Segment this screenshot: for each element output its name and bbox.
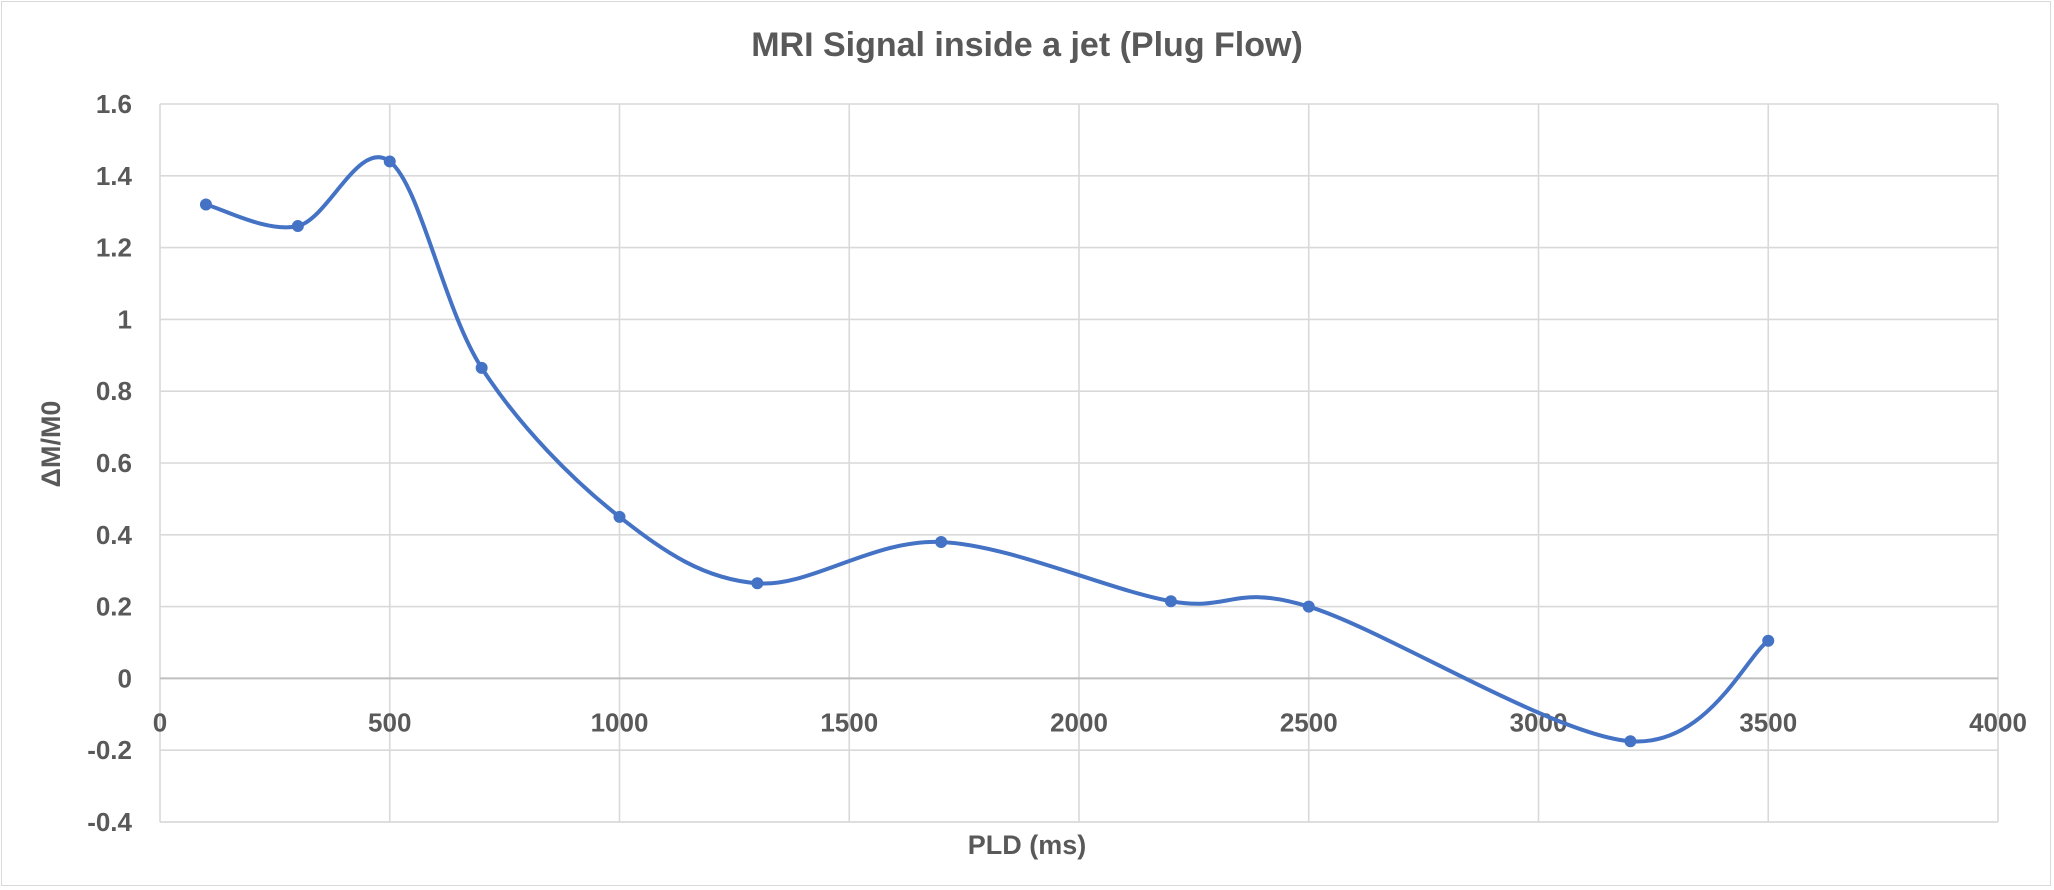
y-axis-title: ΔM/M0 <box>36 401 66 488</box>
series-line <box>203 155 1771 744</box>
y-tick-label: 1.6 <box>96 89 132 119</box>
data-point <box>199 198 212 211</box>
series <box>199 155 1775 748</box>
data-point <box>1762 634 1775 647</box>
data-point <box>1624 735 1637 748</box>
x-tick-label: 500 <box>368 707 411 737</box>
y-tick-label: -0.2 <box>87 735 132 765</box>
data-point <box>751 577 764 590</box>
data-point <box>613 510 626 523</box>
x-tick-label: 1500 <box>820 707 878 737</box>
y-tick-label: 0 <box>118 663 132 693</box>
data-point <box>1164 595 1177 608</box>
y-tick-label: 0.6 <box>96 448 132 478</box>
y-tick-label: 0.4 <box>96 520 133 550</box>
y-tick-label: 1 <box>118 304 132 334</box>
chart-title: MRI Signal inside a jet (Plug Flow) <box>751 26 1303 64</box>
gridlines <box>159 103 1999 823</box>
x-axis-ticks: 0 500 1000 1500 2000 2500 3000 3500 4000 <box>153 707 2027 737</box>
y-tick-label: 0.2 <box>96 592 132 622</box>
y-tick-label: 1.4 <box>96 161 133 191</box>
data-point <box>291 220 304 233</box>
y-tick-label: 1.2 <box>96 233 132 263</box>
y-axis-ticks: 1.6 1.4 1.2 1 0.8 0.6 0.4 0.2 0 -0.2 -0.4 <box>87 89 132 837</box>
data-point <box>475 361 488 374</box>
data-point <box>1302 600 1315 613</box>
x-axis-title: PLD (ms) <box>968 830 1087 860</box>
y-tick-label: 0.8 <box>96 376 132 406</box>
x-tick-label: 3500 <box>1739 707 1797 737</box>
data-point <box>383 155 396 168</box>
x-tick-label: 4000 <box>1969 707 2027 737</box>
x-tick-label: 1000 <box>591 707 649 737</box>
x-tick-label: 2000 <box>1050 707 1108 737</box>
x-tick-label: 2500 <box>1280 707 1338 737</box>
data-point <box>935 535 948 548</box>
y-tick-label: -0.4 <box>87 807 132 837</box>
x-tick-label: 0 <box>153 707 167 737</box>
